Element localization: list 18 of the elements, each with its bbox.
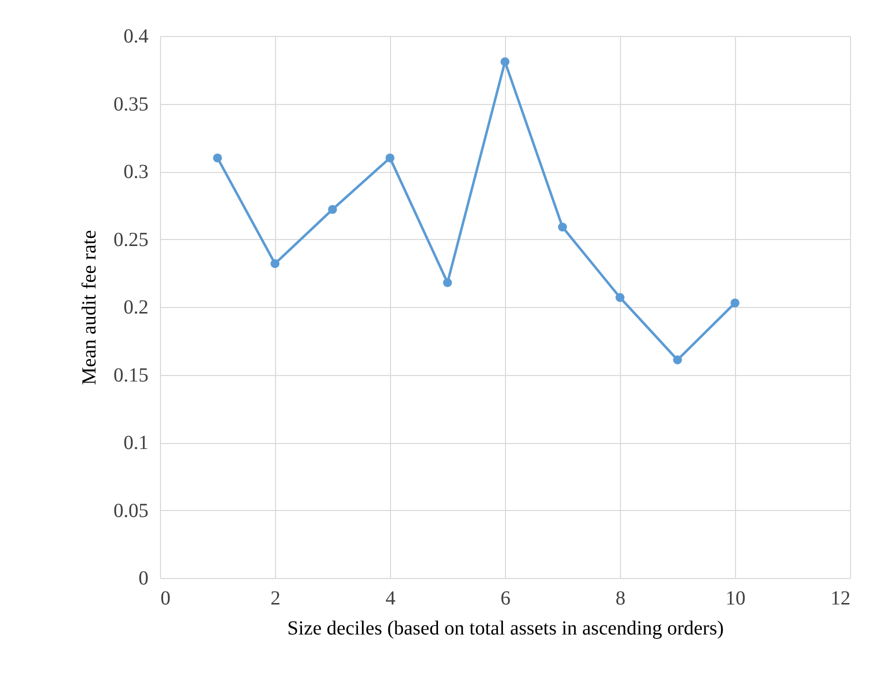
x-tick-label: 0 (160, 588, 170, 610)
y-tick-label: 0.2 (124, 296, 148, 318)
x-tick-label: 12 (830, 588, 850, 610)
x-tick-label: 10 (726, 588, 746, 610)
y-tick-label: 0.35 (114, 93, 148, 116)
x-axis-title: Size deciles (based on total assets in ascending orders) (287, 618, 724, 640)
y-tick-label: 0.4 (124, 26, 148, 48)
x-tick-label: 2 (270, 588, 280, 610)
x-tick-label: 6 (500, 588, 510, 610)
y-tick-label: 0.3 (124, 161, 148, 183)
y-tick-label: 0.25 (114, 228, 148, 251)
y-tick-label: 0.15 (114, 364, 148, 386)
x-tick-label: 8 (616, 588, 626, 610)
x-tick-label: 4 (386, 588, 396, 610)
y-axis-title: Mean audit fee rate (78, 230, 100, 385)
y-tick-label: 0.05 (114, 500, 148, 522)
y-tick-label: 0.1 (124, 432, 148, 454)
y-tick-label: 0 (138, 568, 148, 590)
